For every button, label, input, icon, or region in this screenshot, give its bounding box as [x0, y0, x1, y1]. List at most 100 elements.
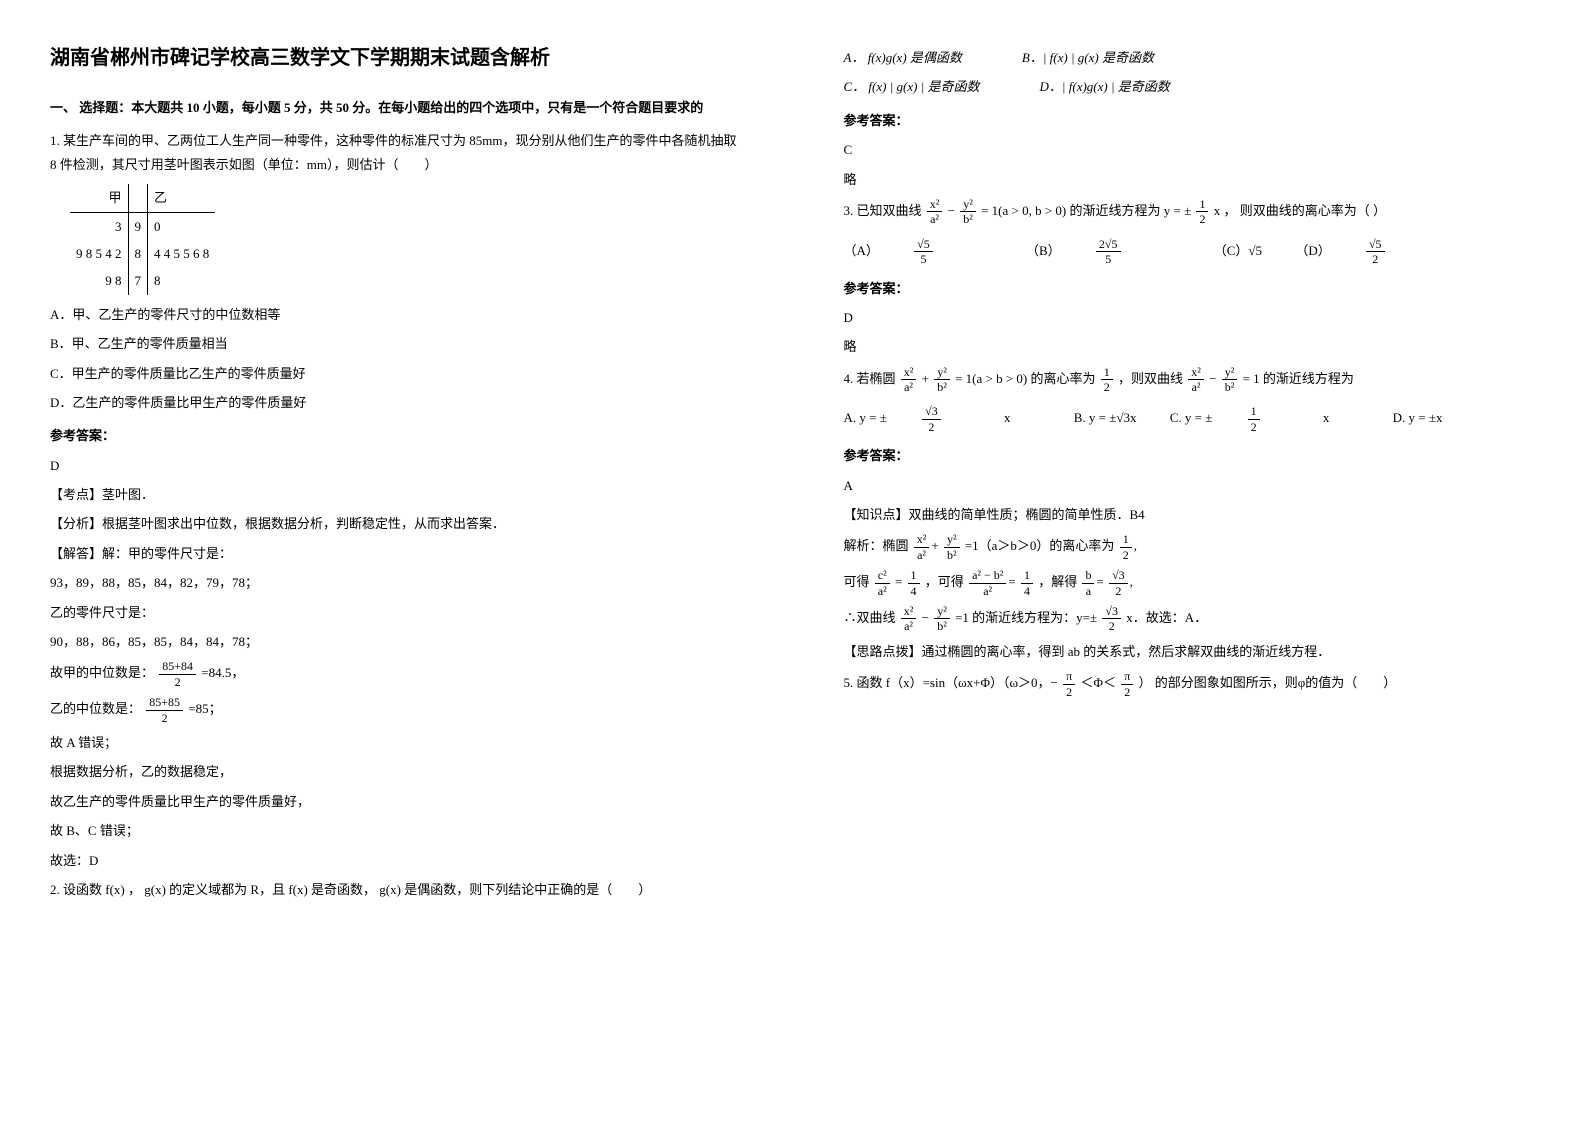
right-column: A． f(x)g(x) 是偶函数 B．| f(x) | g(x) 是奇函数 C．…	[794, 0, 1587, 947]
q4-opts: A. y = ± √3 2 x B. y = ±√3x C. y = ± 1 2…	[844, 404, 1538, 434]
q2-exp: 略	[844, 168, 1538, 191]
exp1-mid: =1（a＞b＞0）的离心率为	[965, 538, 1118, 553]
q4-mid: = 1(a > b > 0) 的离心率为	[955, 371, 1099, 386]
numerator: √3	[922, 404, 941, 419]
q4-optD: D. y = ±x	[1393, 406, 1443, 429]
numerator: y²	[934, 604, 950, 619]
stem-leaf-table: 甲 乙 3 9 0 9 8 5 4 2 8 4 4 5 5 6 8 9 8 7 …	[70, 184, 215, 295]
denominator: a²	[875, 584, 890, 598]
denominator: 5	[914, 252, 933, 266]
fraction: x² a²	[927, 197, 943, 227]
numerator: y²	[944, 532, 960, 547]
fraction: a² − b² a²	[969, 568, 1006, 598]
numerator: 85+84	[159, 659, 196, 674]
C-post: x	[1323, 406, 1330, 429]
q1-optA: A．甲、乙生产的零件尺寸的中位数相等	[50, 303, 744, 326]
optA-pre: （A）	[844, 239, 879, 262]
q3-answer: D	[844, 306, 1538, 329]
A-pre: A. y = ±	[844, 406, 887, 429]
q1-exp11: 故乙生产的零件质量比甲生产的零件质量好，	[50, 790, 744, 813]
numerator: √3	[1102, 604, 1121, 619]
fraction: 1 4	[1021, 568, 1033, 598]
denominator: a²	[927, 212, 943, 226]
numerator: 1	[1120, 532, 1132, 547]
q2-opts-row1: A． f(x)g(x) 是偶函数 B．| f(x) | g(x) 是奇函数	[844, 46, 1538, 69]
fraction: b a	[1082, 568, 1094, 598]
table-head-left: 甲	[70, 184, 128, 212]
q3-optA: （A） √5 5	[844, 237, 993, 267]
q3-opts: （A） √5 5 （B） 2√5 5 （C）√5 （D） √5 2	[844, 237, 1538, 267]
denominator: 2	[1366, 252, 1385, 266]
table-cell: 3	[70, 212, 128, 240]
answer-label: 参考答案：	[844, 109, 1538, 132]
fraction: 85+84 2	[159, 659, 196, 689]
q2-optA: A． f(x)g(x) 是偶函数	[844, 46, 962, 69]
denominator: b²	[934, 380, 950, 394]
C-pre: C. y = ±	[1170, 406, 1213, 429]
fraction: √5 5	[914, 237, 963, 267]
q1-optB: B．甲、乙生产的零件质量相当	[50, 332, 744, 355]
table-cell: 4 4 5 5 6 8	[148, 240, 216, 267]
mid: ，可得	[925, 574, 967, 589]
q1-stem: 1. 某生产车间的甲、乙两位工人生产同一种零件，这种零件的标准尺寸为 85mm，…	[50, 129, 744, 176]
fraction: √3 2	[922, 404, 971, 434]
fraction: c² a²	[875, 568, 890, 598]
denominator: b²	[960, 212, 976, 226]
q4-exp3: ∴双曲线 x² a² − y² b² =1 的渐近线方程为：y=± √3 2 x…	[844, 604, 1538, 634]
denominator: b²	[934, 619, 950, 633]
exp7-post: =84.5，	[201, 665, 244, 680]
eq: =	[895, 574, 902, 589]
fraction: y² b²	[934, 604, 950, 634]
q4-pre: 4. 若椭圆	[844, 371, 899, 386]
numerator: π	[1121, 669, 1133, 684]
table-head-center	[128, 184, 148, 212]
optD-pre: （D）	[1295, 239, 1330, 262]
q1-exp4: 93，89，88，85，84，82，79，78；	[50, 571, 744, 594]
table-cell: 9 8	[70, 267, 128, 294]
denominator: 2	[1102, 619, 1121, 633]
denominator: a²	[969, 584, 1006, 598]
exp7-pre: 故甲的中位数是：	[50, 665, 154, 680]
q1-exp9: 故 A 错误；	[50, 731, 744, 754]
fraction: √3 2	[1102, 604, 1121, 634]
answer-label: 参考答案：	[50, 424, 744, 447]
table-cell: 0	[148, 212, 216, 240]
exp2-pre: 可得	[844, 574, 873, 589]
q1-exp1: 【考点】茎叶图．	[50, 483, 744, 506]
denominator: a²	[901, 619, 917, 633]
denominator: 2	[922, 420, 941, 434]
q1-exp12: 故 B、C 错误；	[50, 819, 744, 842]
q1-exp6: 90，88，86，85，85，84，84，78；	[50, 630, 744, 653]
denominator: 2	[1120, 548, 1132, 562]
q4-optA: A. y = ± √3 2 x	[844, 404, 1041, 434]
fraction: 1 2	[1101, 365, 1113, 395]
table-cell: 8	[148, 267, 216, 294]
A-post: x	[1004, 406, 1011, 429]
numerator: c²	[875, 568, 890, 583]
q2-answer: C	[844, 138, 1538, 161]
numerator: y²	[960, 197, 976, 212]
q5-post: ） 的部分图象如图所示，则φ的值为（ ）	[1139, 675, 1397, 690]
denominator: b²	[944, 548, 960, 562]
minus: −	[948, 203, 959, 218]
numerator: 2√5	[1096, 237, 1121, 252]
q3-stem: 3. 已知双曲线 x² a² − y² b² = 1(a > 0, b > 0)…	[844, 197, 1538, 227]
numerator: y²	[934, 365, 950, 380]
exp3-pre: ∴双曲线	[844, 610, 899, 625]
q3-optC: （C）√5	[1214, 239, 1262, 262]
fraction: x² a²	[914, 532, 930, 562]
numerator: b	[1082, 568, 1094, 583]
q3-pre: 3. 已知双曲线	[844, 203, 925, 218]
fraction: 1 4	[908, 568, 920, 598]
q1-exp8: 乙的中位数是： 85+85 2 =85；	[50, 695, 744, 725]
answer-label: 参考答案：	[844, 277, 1538, 300]
q1-exp13: 故选：D	[50, 849, 744, 872]
fraction: y² b²	[960, 197, 976, 227]
q3-post2: x ， 则双曲线的离心率为（ ）	[1214, 203, 1386, 218]
q3-exp: 略	[844, 335, 1538, 358]
fraction: π 2	[1063, 669, 1075, 699]
fraction: x² a²	[1188, 365, 1204, 395]
q3-optD: （D） √5 2	[1295, 237, 1444, 267]
fraction: π 2	[1121, 669, 1133, 699]
left-column: 湖南省郴州市碑记学校高三数学文下学期期末试题含解析 一、 选择题：本大题共 10…	[0, 0, 794, 947]
